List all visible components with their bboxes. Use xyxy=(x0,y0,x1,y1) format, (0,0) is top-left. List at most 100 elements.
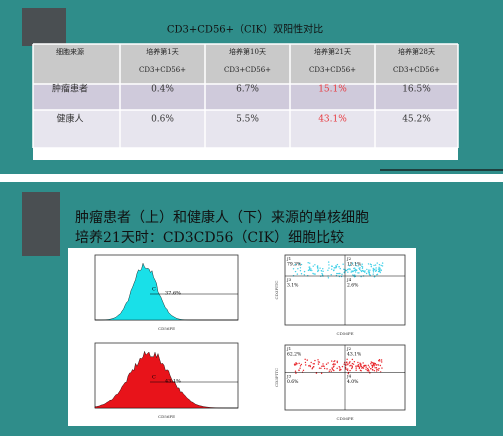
event-dot xyxy=(328,370,330,373)
event-dot xyxy=(343,268,345,271)
event-dot xyxy=(336,361,339,364)
event-dot xyxy=(327,261,330,263)
event-dot xyxy=(373,264,375,267)
event-dot xyxy=(374,264,377,266)
header-cell: CD3+CD56+ xyxy=(393,66,440,74)
event-dot xyxy=(350,364,352,367)
event-dot xyxy=(370,264,373,266)
event-dot xyxy=(345,367,347,369)
event-dot xyxy=(362,362,364,364)
event-dot xyxy=(327,362,329,364)
event-dot xyxy=(318,367,321,369)
event-dot xyxy=(313,273,315,275)
event-dot xyxy=(361,266,364,268)
event-dot xyxy=(351,362,354,365)
event-dot xyxy=(310,268,312,270)
event-dot xyxy=(373,275,376,278)
event-dot xyxy=(355,369,357,371)
event-dot xyxy=(373,269,375,271)
event-dot xyxy=(348,362,351,364)
event-dot xyxy=(351,367,353,370)
event-dot xyxy=(322,270,324,273)
event-dot xyxy=(370,361,373,363)
event-dot xyxy=(364,364,366,367)
event-dot xyxy=(354,267,356,269)
event-dot xyxy=(361,263,363,265)
table-row xyxy=(33,110,458,148)
slide-decor xyxy=(22,8,66,46)
quadrant-value: 3.1% xyxy=(287,283,299,289)
header-cell: 培养第10天 xyxy=(229,47,266,56)
event-dot xyxy=(380,269,382,272)
quadrant-value: 2.6% xyxy=(347,283,359,289)
event-dot xyxy=(358,364,360,366)
event-dot xyxy=(351,262,354,264)
event-dot xyxy=(376,368,378,371)
event-dot xyxy=(336,272,338,275)
event-dot xyxy=(370,265,373,268)
event-dot xyxy=(359,369,362,372)
event-dot xyxy=(357,272,359,274)
event-dot xyxy=(377,268,380,270)
event-dot xyxy=(371,365,374,367)
event-dot xyxy=(330,268,333,270)
event-dot xyxy=(349,268,351,270)
event-dot xyxy=(329,369,331,371)
event-dot xyxy=(360,364,362,366)
event-dot xyxy=(380,359,383,361)
event-dot xyxy=(338,365,340,368)
header-cell: CD3+CD56+ xyxy=(224,66,271,74)
table-cell: 16.5% xyxy=(402,85,431,95)
event-dot xyxy=(294,270,297,273)
table-cell: 0.6% xyxy=(151,115,174,125)
axis-label: CD56PE xyxy=(158,414,175,419)
event-dot xyxy=(377,270,380,273)
event-dot xyxy=(372,271,375,273)
quadrant-value: 0.6% xyxy=(287,379,299,385)
event-dot xyxy=(352,363,355,365)
event-dot xyxy=(381,361,383,363)
event-dot xyxy=(360,275,362,278)
event-dot xyxy=(345,368,347,371)
event-dot xyxy=(370,363,372,365)
event-dot xyxy=(343,363,345,365)
event-dot xyxy=(334,360,336,362)
event-dot xyxy=(307,262,309,264)
quadrant-name: J3 xyxy=(286,277,292,282)
event-dot xyxy=(355,367,357,369)
event-dot xyxy=(299,367,301,369)
event-dot xyxy=(357,365,359,367)
event-dot xyxy=(378,367,380,370)
event-dot xyxy=(360,365,362,367)
axis-label: CD56PE xyxy=(337,331,354,336)
event-dot xyxy=(366,268,368,271)
event-dot xyxy=(377,360,380,362)
event-dot xyxy=(312,363,314,365)
event-dot xyxy=(322,363,324,365)
event-dot xyxy=(373,365,376,367)
event-dot xyxy=(295,362,297,364)
header-cell: 细胞来源 xyxy=(56,47,84,56)
event-dot xyxy=(298,263,301,265)
table-cell: 肿瘤患者 xyxy=(52,83,88,95)
event-dot xyxy=(358,267,360,269)
event-dot xyxy=(365,366,367,368)
event-dot xyxy=(367,263,370,265)
table-cell: 43.1% xyxy=(318,115,347,125)
event-dot xyxy=(320,372,323,375)
event-dot xyxy=(373,362,375,365)
event-dot xyxy=(346,268,349,271)
quadrant-name: J2 xyxy=(346,256,352,261)
event-dot xyxy=(315,372,318,374)
event-dot xyxy=(314,359,316,362)
event-dot xyxy=(357,361,359,364)
event-dot xyxy=(352,274,354,276)
event-dot xyxy=(312,265,314,267)
event-dot xyxy=(308,266,311,268)
event-dot xyxy=(334,363,336,366)
event-dot xyxy=(340,368,342,371)
event-dot xyxy=(348,265,351,267)
event-dot xyxy=(381,262,384,264)
event-dot xyxy=(311,368,313,370)
event-dot xyxy=(347,271,349,273)
